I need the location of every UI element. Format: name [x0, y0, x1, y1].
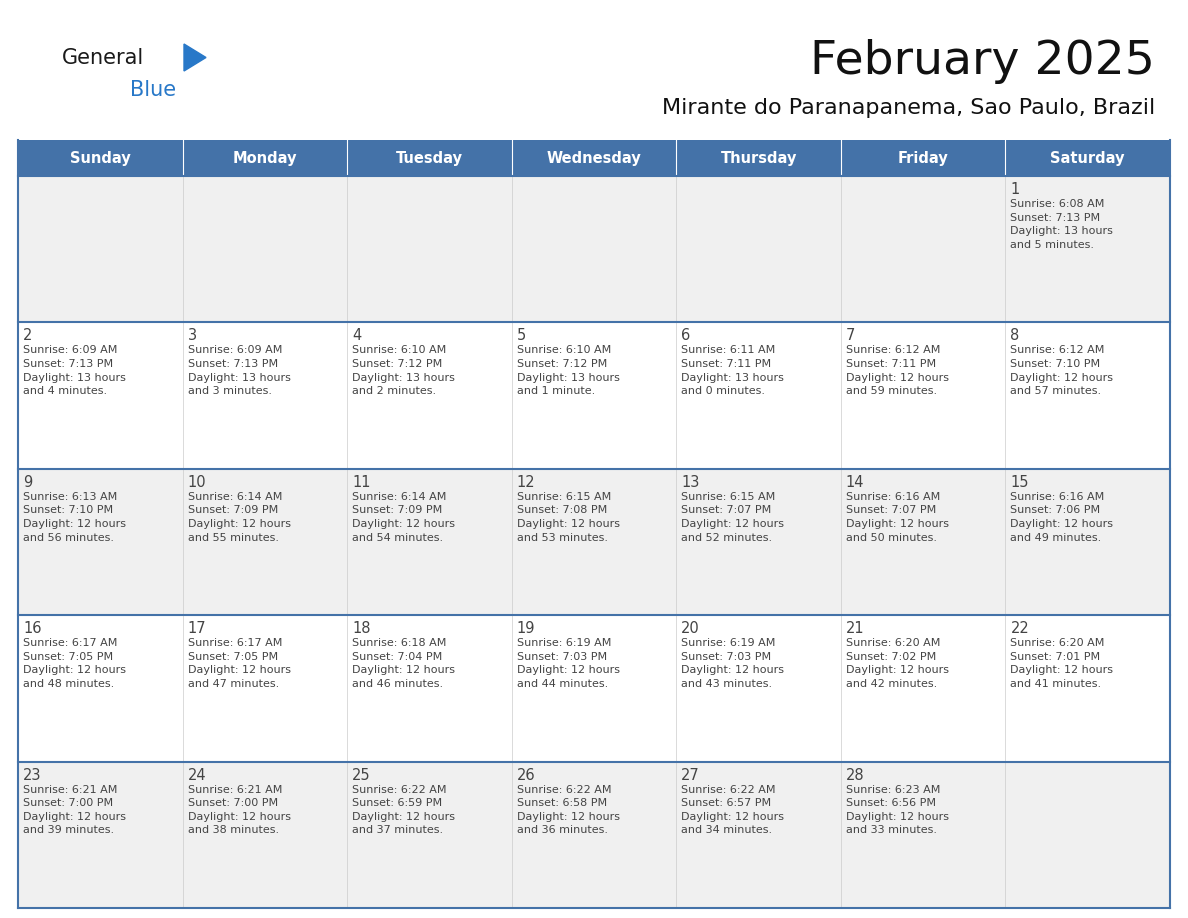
- Text: Sunrise: 6:15 AM
Sunset: 7:08 PM
Daylight: 12 hours
and 53 minutes.: Sunrise: 6:15 AM Sunset: 7:08 PM Dayligh…: [517, 492, 620, 543]
- Bar: [676, 140, 841, 176]
- Text: Sunrise: 6:22 AM
Sunset: 6:59 PM
Daylight: 12 hours
and 37 minutes.: Sunrise: 6:22 AM Sunset: 6:59 PM Dayligh…: [352, 785, 455, 835]
- Text: Sunrise: 6:10 AM
Sunset: 7:12 PM
Daylight: 13 hours
and 1 minute.: Sunrise: 6:10 AM Sunset: 7:12 PM Dayligh…: [517, 345, 620, 397]
- Text: 15: 15: [1011, 475, 1029, 490]
- Text: 22: 22: [1011, 621, 1029, 636]
- Text: Sunrise: 6:09 AM
Sunset: 7:13 PM
Daylight: 13 hours
and 3 minutes.: Sunrise: 6:09 AM Sunset: 7:13 PM Dayligh…: [188, 345, 290, 397]
- Text: Sunrise: 6:17 AM
Sunset: 7:05 PM
Daylight: 12 hours
and 47 minutes.: Sunrise: 6:17 AM Sunset: 7:05 PM Dayligh…: [188, 638, 291, 689]
- Text: Monday: Monday: [233, 151, 297, 165]
- Text: Friday: Friday: [898, 151, 948, 165]
- Text: Wednesday: Wednesday: [546, 151, 642, 165]
- Text: Sunrise: 6:08 AM
Sunset: 7:13 PM
Daylight: 13 hours
and 5 minutes.: Sunrise: 6:08 AM Sunset: 7:13 PM Dayligh…: [1011, 199, 1113, 250]
- Text: 1: 1: [1011, 182, 1019, 197]
- Bar: [18, 762, 1170, 908]
- Text: 5: 5: [517, 329, 526, 343]
- Text: Sunrise: 6:20 AM
Sunset: 7:01 PM
Daylight: 12 hours
and 41 minutes.: Sunrise: 6:20 AM Sunset: 7:01 PM Dayligh…: [1011, 638, 1113, 689]
- Text: Mirante do Paranapanema, Sao Paulo, Brazil: Mirante do Paranapanema, Sao Paulo, Braz…: [662, 98, 1155, 118]
- Text: 26: 26: [517, 767, 536, 783]
- Text: Saturday: Saturday: [1050, 151, 1125, 165]
- Text: 23: 23: [23, 767, 42, 783]
- Text: Sunrise: 6:13 AM
Sunset: 7:10 PM
Daylight: 12 hours
and 56 minutes.: Sunrise: 6:13 AM Sunset: 7:10 PM Dayligh…: [23, 492, 126, 543]
- Text: Sunrise: 6:19 AM
Sunset: 7:03 PM
Daylight: 12 hours
and 43 minutes.: Sunrise: 6:19 AM Sunset: 7:03 PM Dayligh…: [681, 638, 784, 689]
- Text: Sunrise: 6:14 AM
Sunset: 7:09 PM
Daylight: 12 hours
and 54 minutes.: Sunrise: 6:14 AM Sunset: 7:09 PM Dayligh…: [352, 492, 455, 543]
- Text: 16: 16: [23, 621, 42, 636]
- Text: Sunrise: 6:09 AM
Sunset: 7:13 PM
Daylight: 13 hours
and 4 minutes.: Sunrise: 6:09 AM Sunset: 7:13 PM Dayligh…: [23, 345, 126, 397]
- Text: 18: 18: [352, 621, 371, 636]
- Text: 21: 21: [846, 621, 865, 636]
- Text: Sunrise: 6:18 AM
Sunset: 7:04 PM
Daylight: 12 hours
and 46 minutes.: Sunrise: 6:18 AM Sunset: 7:04 PM Dayligh…: [352, 638, 455, 689]
- Text: 9: 9: [23, 475, 32, 490]
- Text: Sunrise: 6:16 AM
Sunset: 7:07 PM
Daylight: 12 hours
and 50 minutes.: Sunrise: 6:16 AM Sunset: 7:07 PM Dayligh…: [846, 492, 949, 543]
- Text: 24: 24: [188, 767, 207, 783]
- Text: 2: 2: [23, 329, 32, 343]
- Text: February 2025: February 2025: [810, 39, 1155, 84]
- Text: 14: 14: [846, 475, 865, 490]
- Bar: [347, 140, 512, 176]
- Text: 6: 6: [681, 329, 690, 343]
- Text: 20: 20: [681, 621, 700, 636]
- Text: Sunrise: 6:17 AM
Sunset: 7:05 PM
Daylight: 12 hours
and 48 minutes.: Sunrise: 6:17 AM Sunset: 7:05 PM Dayligh…: [23, 638, 126, 689]
- Bar: [841, 140, 1005, 176]
- Bar: [183, 140, 347, 176]
- Text: Sunrise: 6:20 AM
Sunset: 7:02 PM
Daylight: 12 hours
and 42 minutes.: Sunrise: 6:20 AM Sunset: 7:02 PM Dayligh…: [846, 638, 949, 689]
- Text: Sunrise: 6:16 AM
Sunset: 7:06 PM
Daylight: 12 hours
and 49 minutes.: Sunrise: 6:16 AM Sunset: 7:06 PM Dayligh…: [1011, 492, 1113, 543]
- Polygon shape: [184, 44, 206, 71]
- Text: 3: 3: [188, 329, 197, 343]
- Text: 11: 11: [352, 475, 371, 490]
- Bar: [18, 469, 1170, 615]
- Bar: [18, 615, 1170, 762]
- Text: 4: 4: [352, 329, 361, 343]
- Bar: [18, 140, 183, 176]
- Bar: [18, 176, 1170, 322]
- Text: Sunrise: 6:19 AM
Sunset: 7:03 PM
Daylight: 12 hours
and 44 minutes.: Sunrise: 6:19 AM Sunset: 7:03 PM Dayligh…: [517, 638, 620, 689]
- Text: Sunrise: 6:12 AM
Sunset: 7:11 PM
Daylight: 12 hours
and 59 minutes.: Sunrise: 6:12 AM Sunset: 7:11 PM Dayligh…: [846, 345, 949, 397]
- Text: 8: 8: [1011, 329, 1019, 343]
- Text: Tuesday: Tuesday: [396, 151, 463, 165]
- Text: 10: 10: [188, 475, 207, 490]
- Bar: [18, 322, 1170, 469]
- Bar: [512, 140, 676, 176]
- Text: 17: 17: [188, 621, 207, 636]
- Text: General: General: [62, 48, 144, 68]
- Text: Sunrise: 6:23 AM
Sunset: 6:56 PM
Daylight: 12 hours
and 33 minutes.: Sunrise: 6:23 AM Sunset: 6:56 PM Dayligh…: [846, 785, 949, 835]
- Text: 12: 12: [517, 475, 536, 490]
- Text: Sunrise: 6:22 AM
Sunset: 6:58 PM
Daylight: 12 hours
and 36 minutes.: Sunrise: 6:22 AM Sunset: 6:58 PM Dayligh…: [517, 785, 620, 835]
- Text: Sunrise: 6:11 AM
Sunset: 7:11 PM
Daylight: 13 hours
and 0 minutes.: Sunrise: 6:11 AM Sunset: 7:11 PM Dayligh…: [681, 345, 784, 397]
- Text: Thursday: Thursday: [720, 151, 797, 165]
- Text: Blue: Blue: [129, 80, 176, 100]
- Text: 19: 19: [517, 621, 536, 636]
- Text: Sunrise: 6:14 AM
Sunset: 7:09 PM
Daylight: 12 hours
and 55 minutes.: Sunrise: 6:14 AM Sunset: 7:09 PM Dayligh…: [188, 492, 291, 543]
- Text: Sunrise: 6:21 AM
Sunset: 7:00 PM
Daylight: 12 hours
and 39 minutes.: Sunrise: 6:21 AM Sunset: 7:00 PM Dayligh…: [23, 785, 126, 835]
- Text: Sunrise: 6:21 AM
Sunset: 7:00 PM
Daylight: 12 hours
and 38 minutes.: Sunrise: 6:21 AM Sunset: 7:00 PM Dayligh…: [188, 785, 291, 835]
- Text: 27: 27: [681, 767, 700, 783]
- Text: 25: 25: [352, 767, 371, 783]
- Text: 13: 13: [681, 475, 700, 490]
- Text: 28: 28: [846, 767, 865, 783]
- Text: Sunrise: 6:22 AM
Sunset: 6:57 PM
Daylight: 12 hours
and 34 minutes.: Sunrise: 6:22 AM Sunset: 6:57 PM Dayligh…: [681, 785, 784, 835]
- Text: Sunrise: 6:15 AM
Sunset: 7:07 PM
Daylight: 12 hours
and 52 minutes.: Sunrise: 6:15 AM Sunset: 7:07 PM Dayligh…: [681, 492, 784, 543]
- Text: 7: 7: [846, 329, 855, 343]
- Text: Sunrise: 6:10 AM
Sunset: 7:12 PM
Daylight: 13 hours
and 2 minutes.: Sunrise: 6:10 AM Sunset: 7:12 PM Dayligh…: [352, 345, 455, 397]
- Bar: [1005, 140, 1170, 176]
- Text: Sunrise: 6:12 AM
Sunset: 7:10 PM
Daylight: 12 hours
and 57 minutes.: Sunrise: 6:12 AM Sunset: 7:10 PM Dayligh…: [1011, 345, 1113, 397]
- Text: Sunday: Sunday: [70, 151, 131, 165]
